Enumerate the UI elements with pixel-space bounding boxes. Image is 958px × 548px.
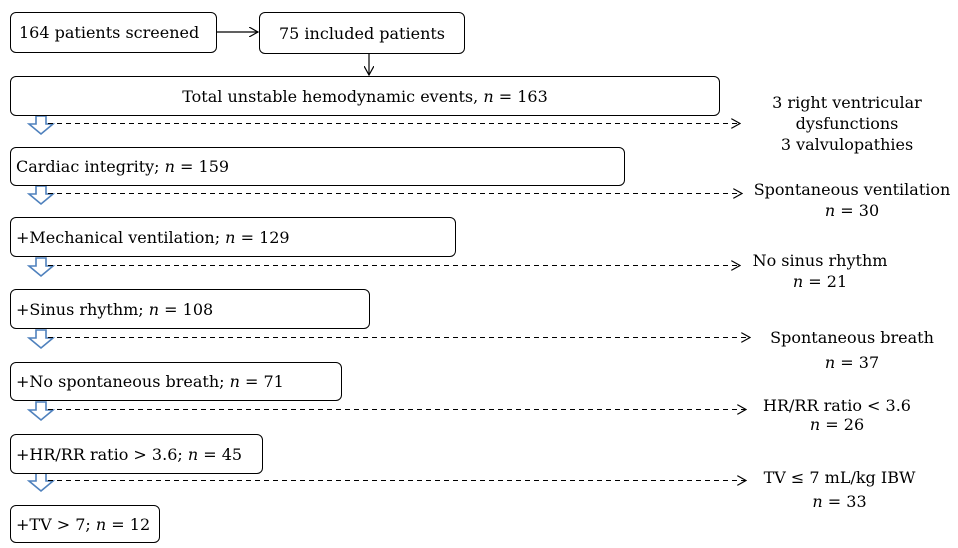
n-symbol: n [95, 514, 107, 534]
exclusion-hr-rr-ratio: HR/RR ratio < 3.6 n = 26 [752, 396, 922, 434]
exclusion-count-line: n = 37 [757, 350, 947, 375]
n-symbol: n [812, 492, 823, 511]
step-box-sinus-rhythm: +Sinus rhythm; n = 108 [10, 289, 370, 329]
down-arrow-icon [26, 472, 56, 493]
exclusion-no-sinus-rhythm: No sinus rhythm n = 21 [740, 250, 900, 292]
n-symbol: n [809, 415, 821, 434]
step-label: +HR/RR ratio > 3.6; [16, 444, 188, 464]
n-symbol: n [792, 272, 804, 291]
n-symbol: n [148, 299, 160, 319]
equals-sign: = [235, 227, 260, 247]
included-box: 75 included patients [259, 12, 465, 54]
step-label: Total unstable hemodynamic events, [182, 86, 484, 106]
step-label: +Sinus rhythm; [16, 299, 149, 319]
screened-label: 164 patients screened [19, 23, 200, 42]
step-box-tidal-volume: +TV > 7; n = 12 [10, 505, 160, 543]
n-symbol: n [824, 353, 836, 372]
exclusion-spontaneous-breath: Spontaneous breath n = 37 [757, 325, 947, 375]
down-arrow-icon [26, 115, 56, 136]
exclusion-line: 3 valvulopathies [780, 135, 914, 154]
step-box-hr-rr-ratio: +HR/RR ratio > 3.6; n = 45 [10, 434, 263, 474]
exclusion-count-line: n = 26 [752, 415, 922, 434]
equals-sign: = [239, 372, 264, 391]
n-symbol: n [483, 86, 494, 106]
included-label: 75 included patients [278, 23, 446, 43]
exclusion-cardiac: 3 right ventricular dysfunctions 3 valvu… [747, 92, 947, 155]
step-label: +No spontaneous breath; [16, 372, 230, 391]
step-label: Cardiac integrity; [16, 157, 165, 176]
step-box-mechanical-ventilation: +Mechanical ventilation; n = 129 [10, 217, 456, 257]
equals-sign: = [835, 353, 859, 372]
step-count: 71 [263, 372, 284, 391]
step-box-cardiac-integrity: Cardiac integrity; n = 159 [10, 147, 625, 186]
step-label: +Mechanical ventilation; [16, 227, 226, 247]
down-arrow-icon [26, 185, 56, 206]
exclusion-count-line: n = 21 [740, 271, 900, 292]
exclusion-count-line: n = 30 [748, 200, 956, 221]
equals-sign: = [493, 86, 518, 106]
exclusion-line: Spontaneous ventilation [753, 180, 951, 199]
n-symbol: n [225, 227, 236, 247]
exclusion-count: 37 [858, 353, 880, 372]
step-box-no-spontaneous-breath: +No spontaneous breath; n = 71 [10, 362, 342, 401]
screened-box: 164 patients screened [10, 12, 217, 53]
equals-sign: = [198, 444, 222, 464]
n-symbol: n [229, 372, 240, 391]
step-label: +TV > 7; [16, 514, 96, 534]
equals-sign: = [174, 157, 199, 176]
exclusion-spontaneous-ventilation: Spontaneous ventilation n = 30 [748, 179, 956, 221]
step-box-total-events: Total unstable hemodynamic events, n = 1… [10, 76, 720, 116]
equals-sign: = [822, 492, 847, 511]
equals-sign: = [106, 514, 130, 534]
equals-sign: = [820, 415, 844, 434]
exclusion-count: 26 [843, 415, 865, 434]
exclusion-line: TV ≤ 7 mL/kg IBW [763, 468, 916, 487]
equals-sign: = [835, 201, 859, 220]
step-count: 163 [517, 86, 548, 106]
down-arrow-icon [26, 401, 56, 422]
exclusion-line: Spontaneous breath [770, 328, 934, 347]
n-symbol: n [187, 444, 199, 464]
equals-sign: = [803, 272, 827, 291]
step-count: 159 [198, 157, 230, 176]
exclusion-line: HR/RR ratio < 3.6 [763, 396, 911, 415]
exclusion-count: 21 [826, 272, 848, 291]
step-count: 108 [182, 299, 214, 319]
exclusion-line: 3 right ventricular [772, 93, 922, 112]
exclusion-count: 33 [846, 492, 867, 511]
n-symbol: n [164, 157, 175, 176]
exclusion-tidal-volume: TV ≤ 7 mL/kg IBW n = 33 [752, 466, 927, 514]
down-arrow-icon [26, 257, 56, 278]
equals-sign: = [159, 299, 183, 319]
exclusion-line: No sinus rhythm [752, 251, 888, 270]
exclusion-count-line: n = 33 [752, 490, 927, 514]
step-count: 129 [259, 227, 290, 247]
exclusion-count: 30 [858, 201, 880, 220]
exclusion-line: dysfunctions [795, 114, 899, 133]
n-symbol: n [824, 201, 836, 220]
step-count: 45 [221, 444, 243, 464]
down-arrow-icon [26, 329, 56, 350]
step-count: 12 [129, 514, 151, 534]
